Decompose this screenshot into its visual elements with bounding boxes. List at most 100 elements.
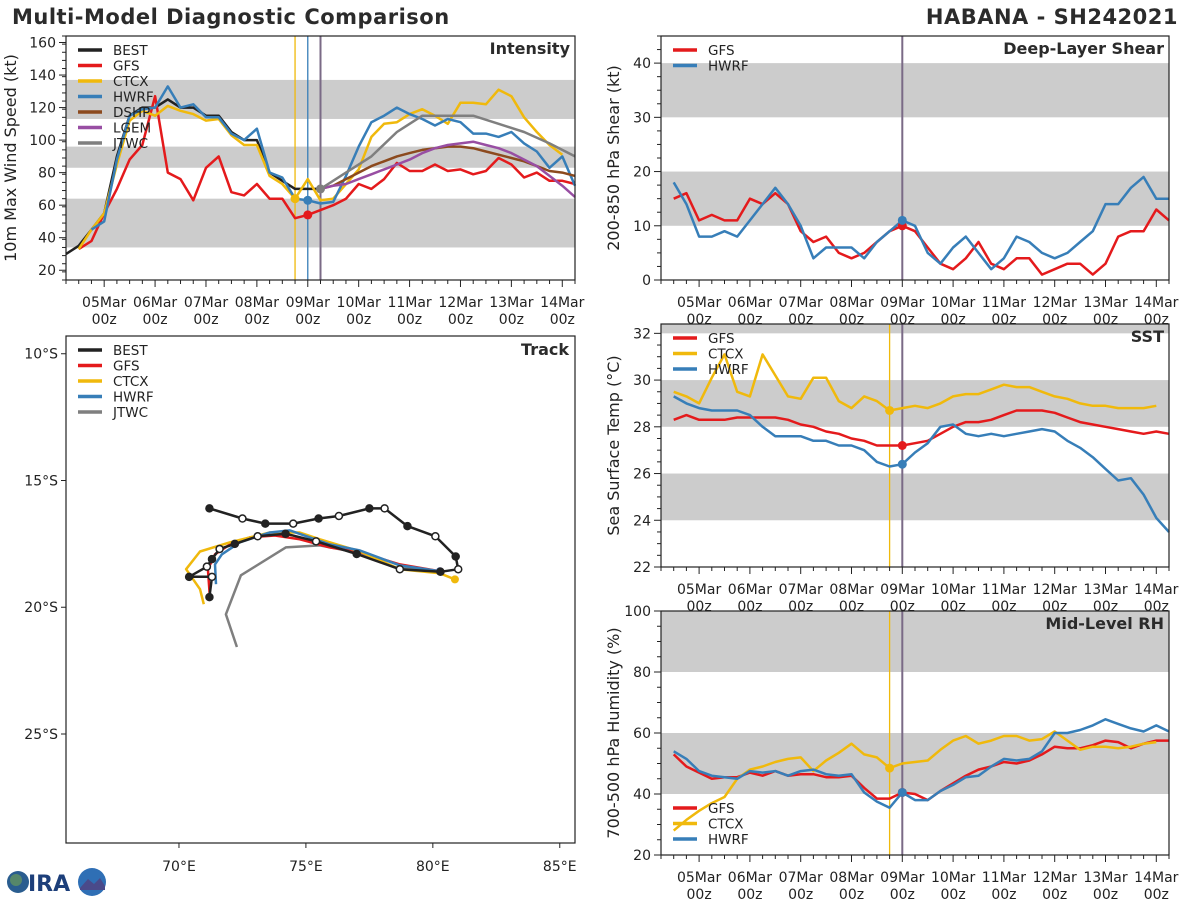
- legend-label: JTWC: [112, 136, 148, 152]
- best-track-fix: [453, 564, 463, 574]
- y-tick-label: 20: [38, 263, 56, 279]
- x-tick-label: 06Mar 00z: [133, 295, 177, 328]
- series-line-lgem: [320, 140, 576, 198]
- x-tick-label: 07Mar 00z: [779, 582, 823, 615]
- series-line-hwrf: [673, 718, 1170, 809]
- x-tick-label: 05Mar 00z: [82, 295, 126, 328]
- x-tick-label: 08Mar 00z: [235, 295, 279, 328]
- best-track-fix: [184, 572, 194, 582]
- x-tick-label: 05Mar 00z: [677, 295, 721, 328]
- track-line-hwrf: [213, 529, 441, 585]
- panel-title: Mid-Level RH: [1045, 614, 1164, 633]
- y-tick-label: 24: [633, 513, 651, 529]
- legend-label: GFS: [113, 359, 140, 375]
- legend-label: HWRF: [708, 59, 749, 75]
- legend-label: DSHP: [113, 105, 150, 121]
- y-tick-label: 60: [633, 726, 651, 742]
- analysis-point-hwrf: [897, 215, 907, 225]
- series-line-gfs: [673, 409, 1170, 447]
- threshold-band: [661, 171, 1169, 226]
- y-tick-label: 30: [633, 110, 651, 126]
- legend-label: CTCX: [113, 74, 149, 90]
- lat-tick-label: 25°S: [24, 727, 58, 743]
- lat-tick-label: 10°S: [24, 347, 58, 363]
- threshold-band: [661, 473, 1169, 521]
- map-frame: [65, 335, 576, 844]
- legend-label: CTCX: [708, 817, 744, 833]
- plot-frame: [65, 35, 576, 281]
- legend-label: JTWC: [112, 405, 148, 421]
- best-track-fix: [261, 519, 270, 528]
- legend-label: HWRF: [113, 90, 154, 106]
- plot-area: [661, 324, 1169, 567]
- best-track-fix: [334, 511, 344, 521]
- analysis-point-hwrf: [897, 459, 907, 469]
- y-tick-label: 40: [633, 56, 651, 72]
- series-line-ctcx: [77, 88, 564, 250]
- best-track-fix: [431, 532, 440, 541]
- map-area: [66, 336, 575, 843]
- lon-tick-label: 70°E: [162, 859, 196, 875]
- y-tick-label: 120: [29, 101, 56, 117]
- x-tick-label: 05Mar 00z: [677, 582, 721, 615]
- best-track-fix: [238, 514, 247, 523]
- y-tick-label: 20: [633, 848, 651, 864]
- x-tick-label: 10Mar 00z: [931, 295, 975, 328]
- x-tick-label: 09Mar 00z: [880, 870, 924, 900]
- track-panel: 70°E 75°E 80°E 85°E 10°S 15°S 20°S 25°S BESTGFSC…: [24, 335, 577, 875]
- threshold-band: [661, 611, 1169, 672]
- legend-label: CTCX: [113, 374, 149, 390]
- best-track-fix: [403, 521, 412, 531]
- y-tick-label: 100: [624, 604, 651, 620]
- threshold-band: [661, 733, 1169, 794]
- legend-label: HWRF: [113, 390, 154, 406]
- legend-label: HWRF: [708, 832, 749, 848]
- track-end-point: [450, 575, 459, 584]
- legend-label: GFS: [708, 331, 735, 347]
- y-tick-label: 32: [633, 326, 651, 342]
- x-tick-label: 06Mar 00z: [728, 295, 772, 328]
- best-track-fix: [205, 504, 214, 513]
- lat-tick-label: 15°S: [24, 473, 58, 489]
- analysis-point-hwrf: [897, 787, 907, 797]
- best-track-fix: [380, 504, 389, 513]
- x-tick-label: 07Mar 00z: [779, 295, 823, 328]
- x-tick-label: 09Mar 00z: [880, 295, 924, 328]
- series-line-hwrf: [673, 395, 1170, 533]
- y-tick-label: 28: [633, 420, 651, 436]
- x-tick-label: 13Mar 00z: [1083, 295, 1127, 328]
- best-track-fix: [288, 519, 298, 528]
- x-tick-label: 06Mar 00z: [728, 582, 772, 615]
- y-tick-label: 60: [38, 198, 56, 214]
- y-axis-label: 200-850 hPa Shear (kt): [604, 65, 623, 251]
- best-track-fix: [365, 504, 374, 513]
- x-tick-label: 13Mar 00z: [1083, 582, 1127, 615]
- x-tick-label: 11Mar 00z: [982, 870, 1026, 900]
- legend-label: CTCX: [708, 347, 744, 363]
- y-tick-label: 26: [633, 467, 651, 483]
- analysis-point-ctcx: [290, 194, 300, 204]
- x-tick-label: 08Mar 00z: [829, 295, 873, 328]
- y-axis-label: 10m Max Wind Speed (kt): [1, 54, 20, 262]
- best-track-fix: [311, 537, 321, 546]
- series-line-hwrf: [90, 85, 577, 231]
- x-tick-label: 12Mar 00z: [438, 295, 482, 328]
- analysis-point-jtwc: [316, 184, 325, 194]
- y-tick-label: 80: [633, 665, 651, 681]
- x-tick-label: 12Mar 00z: [1033, 295, 1077, 328]
- series-line-ctcx: [673, 353, 1157, 412]
- x-tick-label: 05Mar 00z: [677, 870, 721, 900]
- x-tick-label: 07Mar 00z: [779, 870, 823, 900]
- lon-tick-label: 85°E: [543, 859, 577, 875]
- x-tick-label: 08Mar 00z: [829, 582, 873, 615]
- x-tick-label: 14Mar 00z: [1134, 295, 1178, 328]
- y-tick-label: 10: [633, 219, 651, 235]
- threshold-band: [661, 63, 1169, 118]
- best-track-fix: [215, 544, 224, 554]
- x-tick-label: 14Mar 00z: [1134, 582, 1178, 615]
- x-tick-label: 07Mar 00z: [184, 295, 228, 328]
- figure-title: Multi-Model Diagnostic Comparison: [12, 5, 450, 29]
